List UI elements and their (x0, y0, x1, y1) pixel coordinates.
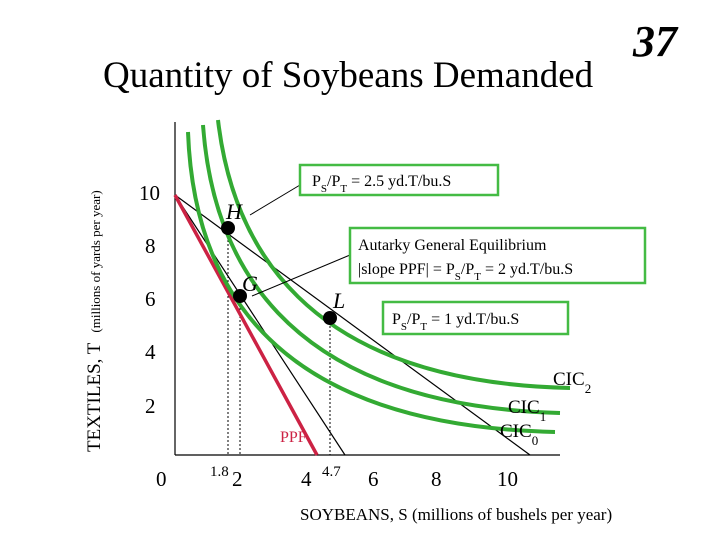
price-line-flat (174, 194, 531, 456)
x-tick-4-7: 4.7 (322, 464, 341, 480)
ratio-high-box (298, 163, 500, 197)
x-tick-2: 2 (232, 467, 243, 491)
autarky-title: Autarky General Equilibrium (358, 237, 547, 254)
point-h-label: H (225, 199, 243, 224)
x-tick-10: 10 (497, 467, 518, 491)
x-tick-6: 6 (368, 467, 379, 491)
y-tick-2: 2 (145, 394, 156, 418)
y-axis-label-unit: (millions of yards per year) (88, 190, 103, 332)
point-l-marker (323, 311, 337, 325)
cic0-label: CIC0 (500, 421, 538, 448)
ratio-high-text: PS/PT = 2.5 yd.T/bu.S (312, 173, 451, 195)
ppf-label: PPF (280, 429, 307, 446)
x-tick-1-8: 1.8 (210, 464, 229, 480)
ratio-low-box (381, 300, 570, 336)
cic2-curve (216, 119, 571, 390)
y-tick-10: 10 (139, 181, 160, 205)
leader-autarky (251, 254, 351, 297)
point-g-label: G (242, 271, 258, 296)
point-g-marker (233, 289, 247, 303)
cic2-label: CIC2 (553, 369, 591, 396)
leader-ratio-high (249, 184, 301, 216)
autarky-box (348, 226, 647, 285)
cic1-curve (201, 124, 561, 415)
ratio-low-text: PS/PT = 1 yd.T/bu.S (392, 311, 519, 333)
y-tick-6: 6 (145, 287, 156, 311)
x-tick-4: 4 (301, 467, 312, 491)
ppf-line (173, 194, 319, 456)
point-h-marker (221, 221, 235, 235)
y-tick-4: 4 (145, 340, 156, 364)
cic1-label: CIC1 (508, 397, 546, 424)
slide-number: 37 (632, 17, 679, 66)
y-tick-8: 8 (145, 234, 156, 258)
x-axis-label: SOYBEANS, S (millions of bushels per yea… (300, 505, 612, 524)
y-axis-label-main: TEXTILES, T (84, 342, 105, 452)
y-tick-0: 0 (156, 467, 167, 491)
price-line-steep (174, 194, 346, 456)
point-l-label: L (332, 288, 345, 313)
y-axis-label: TEXTILES, T (millions of yards per year) (84, 190, 105, 452)
slide-title: Quantity of Soybeans Demanded (103, 55, 594, 96)
autarky-slope-text: |slope PPF| = PS/PT = 2 yd.T/bu.S (358, 261, 573, 283)
cic0-curve (186, 131, 556, 434)
x-tick-8: 8 (431, 467, 442, 491)
